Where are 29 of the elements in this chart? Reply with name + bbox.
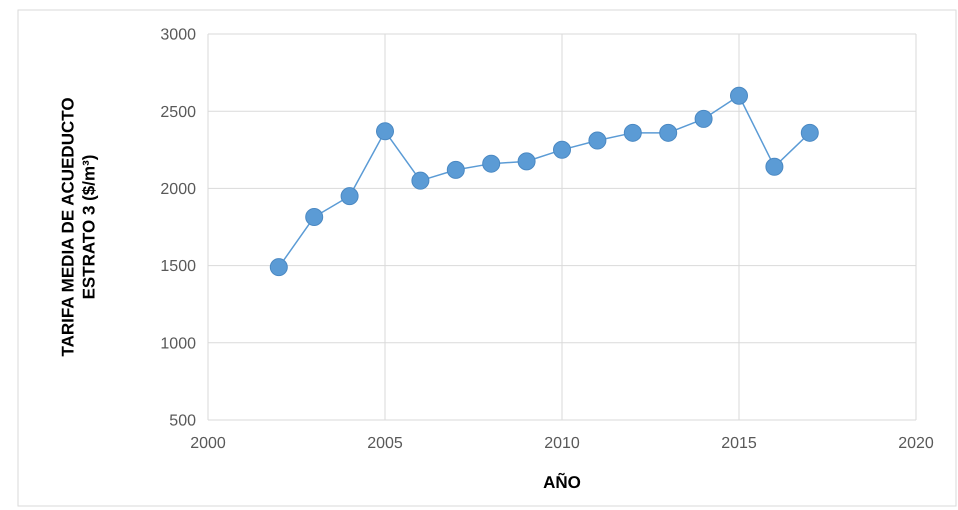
x-tick-label: 2020 xyxy=(898,435,934,452)
x-tick-label: 2015 xyxy=(721,435,757,452)
x-axis-title: AÑO xyxy=(543,472,581,492)
point xyxy=(800,124,819,142)
point xyxy=(659,124,678,142)
y-tick-label: 1000 xyxy=(160,335,196,352)
point xyxy=(376,122,394,140)
point xyxy=(765,158,784,176)
point xyxy=(340,187,359,206)
y-axis-title: TARIFA MEDIA DE ACUEDUCTO ESTRATO 3 ($/m³) xyxy=(58,97,99,357)
point xyxy=(305,208,324,226)
point xyxy=(624,124,642,142)
y-tick-label: 500 xyxy=(169,412,196,430)
x-tick-label: 2010 xyxy=(544,435,580,452)
y-tick-label: 2500 xyxy=(160,104,196,121)
point xyxy=(694,110,713,128)
x-tick-label: 2005 xyxy=(367,435,403,452)
point xyxy=(446,160,465,179)
point xyxy=(482,154,500,173)
point xyxy=(518,152,536,170)
x-tick-label: 2000 xyxy=(190,435,226,452)
point xyxy=(588,132,606,150)
point xyxy=(553,140,571,159)
y-tick-label: 3000 xyxy=(160,26,196,44)
y-tick-label: 2000 xyxy=(160,181,196,198)
point xyxy=(270,258,288,276)
y-tick-label: 1500 xyxy=(160,258,196,276)
point xyxy=(411,172,430,190)
point xyxy=(730,86,748,105)
